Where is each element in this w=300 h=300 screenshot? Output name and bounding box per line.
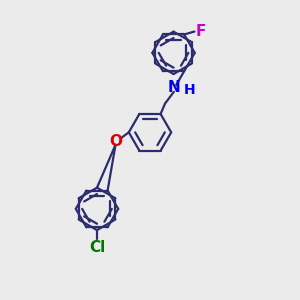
Text: H: H xyxy=(183,83,195,97)
Text: Cl: Cl xyxy=(89,240,105,255)
Text: F: F xyxy=(195,24,206,39)
Text: N: N xyxy=(167,80,180,95)
Text: O: O xyxy=(109,134,122,149)
